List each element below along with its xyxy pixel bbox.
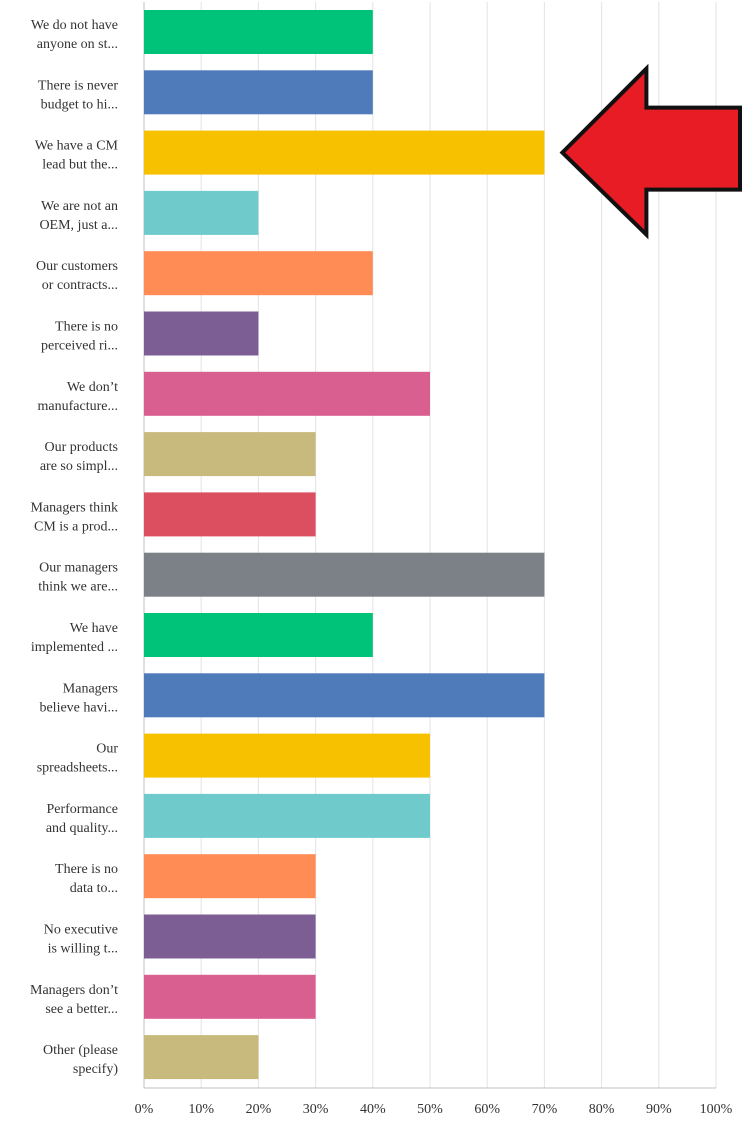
bar xyxy=(144,130,545,175)
tick-label: 100% xyxy=(700,1102,733,1117)
bar xyxy=(144,371,430,416)
category-label: Our managers think we are... xyxy=(38,561,118,595)
bar xyxy=(144,190,259,235)
bar xyxy=(144,432,316,477)
bar xyxy=(144,70,373,115)
category-label: We have a CM lead but the... xyxy=(35,139,119,173)
category-label: No executive is willing t... xyxy=(44,923,118,957)
category-label: We do not have anyone on st... xyxy=(31,18,118,52)
category-label: Our customers or contracts... xyxy=(36,259,118,293)
bar xyxy=(144,733,430,778)
tick-label: 60% xyxy=(474,1102,500,1117)
bar xyxy=(144,673,545,718)
arrow-left-icon xyxy=(559,63,742,240)
bars xyxy=(144,10,545,1080)
tick-label: 70% xyxy=(532,1102,558,1117)
category-label: Managers believe havi... xyxy=(39,681,118,715)
tick-label: 10% xyxy=(188,1102,214,1117)
tick-label: 20% xyxy=(246,1102,272,1117)
tick-label: 50% xyxy=(417,1102,443,1117)
bar xyxy=(144,251,373,296)
category-label: Managers don’t see a better... xyxy=(30,983,118,1017)
x-axis-ticks: 0% 10% 20% 30% 40% 50% 60% 70% 80% 90% 100% xyxy=(135,1102,733,1117)
bar xyxy=(144,311,259,356)
tick-label: 30% xyxy=(303,1102,329,1117)
category-label: There is no data to... xyxy=(55,862,118,896)
bar xyxy=(144,793,430,838)
tick-label: 80% xyxy=(589,1102,615,1117)
category-labels: We do not have anyone on st... There is ne… xyxy=(30,18,119,1077)
bar xyxy=(144,1035,259,1080)
category-label: There is never budget to hi... xyxy=(38,78,118,112)
category-label: We have implemented ... xyxy=(31,621,118,655)
bar xyxy=(144,10,373,54)
tick-label: 40% xyxy=(360,1102,386,1117)
category-label: Performance and quality... xyxy=(46,802,118,836)
bar xyxy=(144,492,316,537)
bar xyxy=(144,914,316,959)
bar xyxy=(144,552,545,597)
tick-label: 0% xyxy=(135,1102,154,1117)
bar xyxy=(144,974,316,1019)
bar xyxy=(144,854,316,899)
annotations xyxy=(559,63,742,240)
category-label: We are not an OEM, just a... xyxy=(39,199,118,233)
category-label: We don’t manufacture... xyxy=(38,380,119,414)
category-label: Other (please specify) xyxy=(43,1043,118,1077)
bar xyxy=(144,613,373,657)
category-label: Our spreadsheets... xyxy=(37,742,119,776)
category-label: Our products are so simpl... xyxy=(40,440,118,474)
tick-label: 90% xyxy=(646,1102,672,1117)
category-label: There is no perceived ri... xyxy=(41,320,118,354)
category-label: Managers think CM is a prod... xyxy=(31,500,118,534)
